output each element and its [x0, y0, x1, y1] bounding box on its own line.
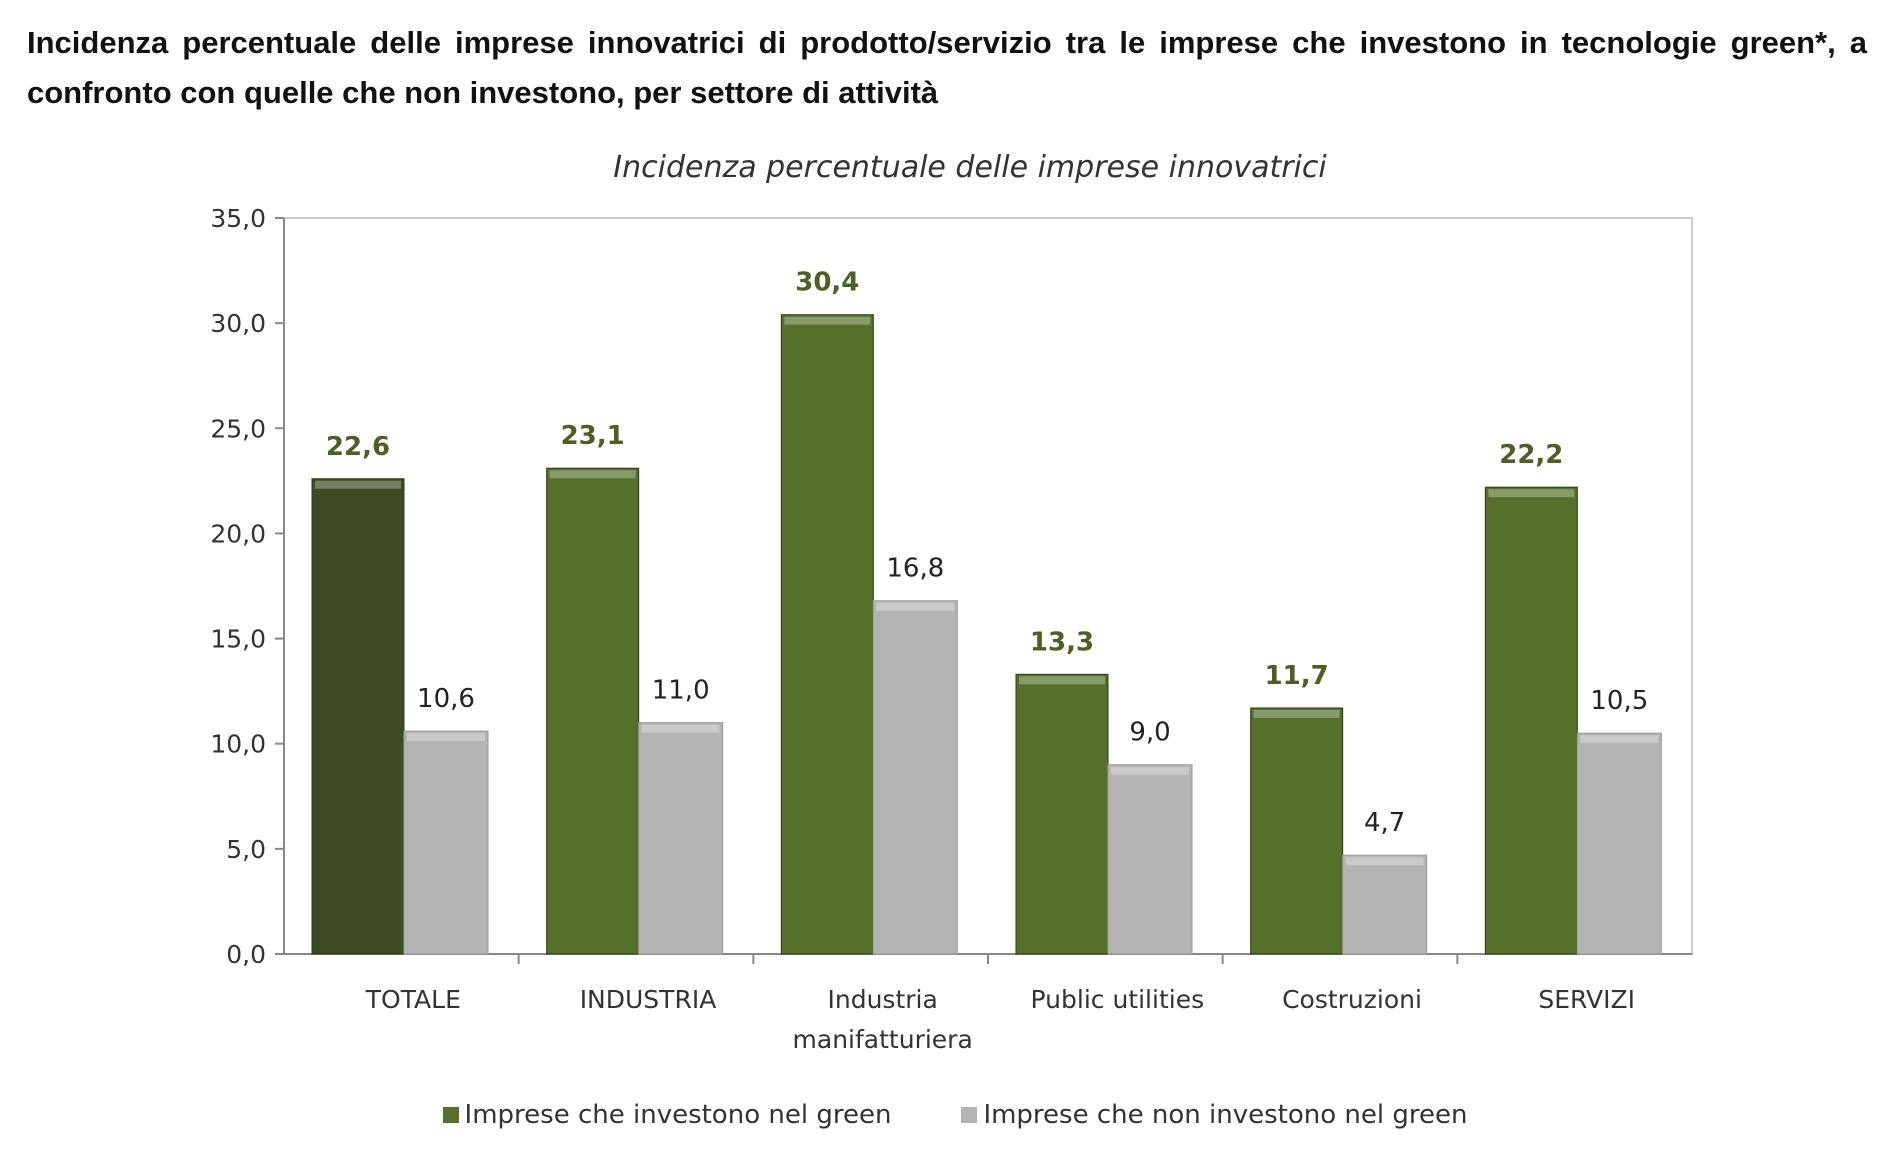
plot-frame [283, 217, 1693, 955]
bar-bevel [1019, 676, 1105, 685]
legend: Imprese che investono nel green Imprese … [0, 1100, 1900, 1130]
legend-label-non-green: Imprese che non investono nel green [983, 1100, 1468, 1130]
bar-non-green [872, 600, 958, 955]
data-label: 30,4 [795, 268, 859, 298]
bar-bevel [1253, 709, 1340, 718]
data-label: 22,6 [326, 432, 390, 462]
y-tick-label: 30,0 [210, 309, 266, 338]
x-tick-label: Costruzioni [1282, 985, 1422, 1014]
legend-swatch-non-green [961, 1107, 978, 1123]
x-tick-label: SERVIZI [1538, 985, 1635, 1014]
y-tick-label: 15,0 [210, 625, 266, 654]
legend-item-non-green: Imprese che non investono nel green [961, 1100, 1467, 1130]
x-tick-label: INDUSTRIA [580, 985, 717, 1014]
x-tick-label: Public utilities [1031, 985, 1205, 1014]
y-tick-label: 5,0 [226, 835, 266, 864]
data-label: 22,2 [1499, 440, 1563, 470]
bar-green [1484, 486, 1578, 955]
data-label: 13,3 [1030, 627, 1094, 657]
bar-bevel [1111, 766, 1189, 775]
data-label: 11,7 [1265, 661, 1329, 691]
bar-green [1015, 673, 1109, 955]
data-label: 16,8 [886, 554, 944, 584]
data-label: 23,1 [561, 421, 625, 451]
bar-bevel [641, 724, 720, 733]
x-tick-label: TOTALE [365, 985, 461, 1014]
bar-green [1250, 707, 1344, 955]
x-tick-label: Industria [828, 985, 938, 1014]
data-label: 4,7 [1364, 808, 1405, 838]
bar-non-green [1576, 732, 1662, 955]
y-tick-label: 25,0 [210, 414, 266, 443]
bar-bevel [315, 480, 401, 489]
legend-swatch-green [442, 1107, 459, 1123]
data-label: 10,6 [417, 684, 475, 714]
bar-bevel [407, 733, 485, 742]
bar-non-green [1107, 764, 1193, 955]
bar-non-green [1342, 854, 1428, 955]
bar-bevel [1580, 735, 1659, 744]
bar-bevel [1488, 489, 1575, 498]
y-tick-label: 0,0 [226, 940, 266, 969]
bar-bevel [876, 602, 955, 611]
bar-green [780, 314, 874, 955]
bar-non-green [403, 730, 489, 955]
data-label: 9,0 [1129, 718, 1170, 748]
chart-title: Incidenza percentuale delle imprese inno… [613, 150, 1327, 185]
legend-item-green: Imprese che investono nel green [442, 1100, 892, 1130]
bar-bevel [1345, 857, 1424, 866]
bar-green [546, 467, 640, 955]
bar-non-green [638, 722, 724, 955]
page-title: Incidenza percentuale delle imprese inno… [27, 25, 1867, 110]
y-tick-label: 10,0 [210, 730, 266, 759]
data-label: 10,5 [1590, 686, 1648, 716]
bar-bevel [784, 316, 871, 325]
bar-bevel [549, 470, 636, 479]
data-label: 11,0 [652, 676, 710, 706]
legend-label-green: Imprese che investono nel green [464, 1100, 892, 1130]
y-tick-label: 35,0 [210, 204, 266, 233]
x-tick-label: manifatturiera [793, 1025, 973, 1054]
y-tick-label: 20,0 [210, 519, 266, 548]
bar-green [311, 478, 405, 955]
